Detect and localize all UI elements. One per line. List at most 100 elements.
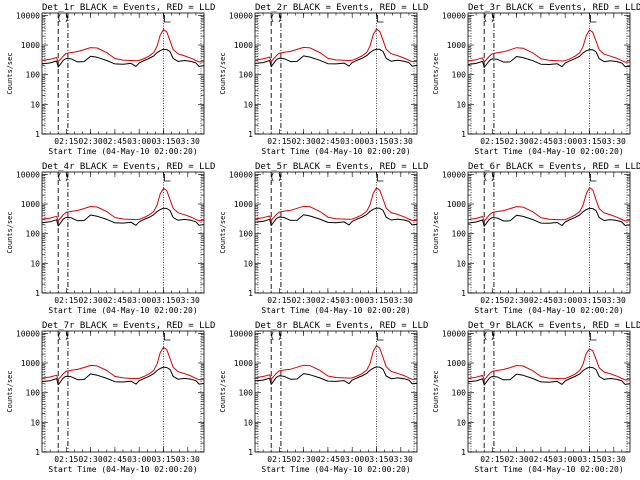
plot-frame bbox=[467, 171, 631, 294]
plot-frame bbox=[467, 12, 631, 135]
x-tick-label: 02:15 bbox=[267, 137, 291, 146]
panel-title: Det_3r BLACK = Events, RED = LLD bbox=[468, 3, 640, 13]
x-axis-label: Start Time (04-May-10 02:00:20) bbox=[261, 306, 410, 315]
y-tick-label: 10 bbox=[30, 100, 40, 109]
x-axis-label: Start Time (04-May-10 02:00:20) bbox=[261, 147, 410, 156]
plot-frame bbox=[254, 171, 418, 294]
y-tick-label: 1 bbox=[35, 448, 40, 457]
y-tick-label: 10 bbox=[30, 418, 40, 427]
plot-frame bbox=[41, 171, 205, 294]
x-tick-label: 02:30 bbox=[505, 296, 529, 305]
x-tick-label: 03:30 bbox=[389, 137, 413, 146]
panel-title: Det_5r BLACK = Events, RED = LLD bbox=[255, 162, 428, 172]
x-tick-label: 03:30 bbox=[602, 137, 626, 146]
y-axis-label: Counts/sec bbox=[219, 370, 227, 412]
x-tick-label: 03:15 bbox=[364, 296, 388, 305]
panel-title: Det_8r BLACK = Events, RED = LLD bbox=[255, 321, 428, 331]
flare-peak-marker bbox=[164, 174, 171, 182]
panel-title: Det_9r BLACK = Events, RED = LLD bbox=[468, 321, 640, 331]
x-tick-label: 02:45 bbox=[103, 455, 127, 464]
flare-peak-marker bbox=[377, 333, 384, 341]
x-tick-label: 03:00 bbox=[553, 137, 577, 146]
interval-bracket-marker bbox=[58, 172, 68, 182]
y-tick-label: 100 bbox=[452, 230, 467, 239]
y-tick-label: 100 bbox=[239, 71, 254, 80]
y-tick-label: 10000 bbox=[229, 170, 253, 179]
x-tick-label: 02:15 bbox=[267, 296, 291, 305]
x-tick-label: 03:00 bbox=[127, 296, 151, 305]
flare-peak-marker bbox=[377, 15, 384, 23]
x-tick-label: 03:30 bbox=[176, 137, 200, 146]
y-tick-label: 100 bbox=[239, 389, 254, 398]
series-line-events bbox=[41, 207, 205, 227]
x-tick-label: 03:15 bbox=[364, 455, 388, 464]
y-tick-label: 100 bbox=[239, 230, 254, 239]
x-tick-label: 02:30 bbox=[292, 137, 316, 146]
x-tick-label: 03:15 bbox=[577, 455, 601, 464]
series-line-events bbox=[254, 366, 418, 385]
x-tick-label: 02:30 bbox=[292, 296, 316, 305]
plot-frame bbox=[41, 12, 205, 135]
series-line-lld bbox=[254, 28, 417, 63]
y-axis-label: Counts/sec bbox=[432, 211, 440, 253]
y-tick-label: 10000 bbox=[442, 170, 466, 179]
interval-bracket-marker bbox=[58, 331, 68, 341]
y-axis-label: Counts/sec bbox=[6, 370, 14, 412]
series-line-events bbox=[254, 48, 418, 68]
y-tick-label: 10000 bbox=[229, 329, 253, 338]
interval-bracket-marker bbox=[484, 172, 494, 182]
flare-peak-marker bbox=[590, 333, 597, 341]
y-tick-label: 1 bbox=[248, 448, 253, 457]
series-line-lld bbox=[467, 29, 630, 63]
x-tick-label: 03:15 bbox=[577, 296, 601, 305]
panel-title: Det_6r BLACK = Events, RED = LLD bbox=[468, 162, 640, 172]
x-tick-label: 02:45 bbox=[103, 296, 127, 305]
y-axis-label: Counts/sec bbox=[432, 370, 440, 412]
series-line-lld bbox=[467, 348, 630, 381]
x-tick-label: 02:30 bbox=[79, 455, 103, 464]
y-tick-label: 10 bbox=[30, 259, 40, 268]
x-tick-label: 02:30 bbox=[79, 296, 103, 305]
flare-peak-marker bbox=[164, 333, 171, 341]
y-tick-label: 1000 bbox=[21, 200, 40, 209]
x-tick-label: 03:30 bbox=[176, 296, 200, 305]
series-line-lld bbox=[41, 346, 204, 381]
x-tick-label: 03:15 bbox=[364, 137, 388, 146]
series-line-events bbox=[467, 366, 631, 386]
interval-bracket-marker bbox=[484, 13, 494, 23]
series-line-lld bbox=[254, 345, 417, 380]
x-tick-label: 02:30 bbox=[505, 137, 529, 146]
y-tick-label: 10000 bbox=[16, 329, 40, 338]
x-tick-label: 03:00 bbox=[340, 296, 364, 305]
series-line-events bbox=[467, 49, 631, 68]
x-tick-label: 03:15 bbox=[577, 137, 601, 146]
plot-frame bbox=[41, 330, 205, 453]
interval-bracket-marker bbox=[271, 13, 281, 23]
x-tick-label: 03:30 bbox=[389, 455, 413, 464]
x-tick-label: 03:30 bbox=[176, 455, 200, 464]
x-tick-label: 03:15 bbox=[151, 455, 175, 464]
x-tick-label: 03:00 bbox=[340, 137, 364, 146]
x-tick-label: 02:45 bbox=[103, 137, 127, 146]
x-tick-label: 02:45 bbox=[529, 137, 553, 146]
y-tick-label: 1000 bbox=[447, 200, 466, 209]
x-tick-label: 02:30 bbox=[292, 455, 316, 464]
panel-det-8: Det_8r BLACK = Events, RED = LLD 1 10 100 10… bbox=[219, 321, 428, 474]
x-axis-label: Start Time (04-May-10 02:00:20) bbox=[48, 306, 197, 315]
x-axis-label: Start Time (04-May-10 02:00:20) bbox=[474, 306, 623, 315]
y-axis-label: Counts/sec bbox=[219, 211, 227, 253]
x-tick-label: 02:15 bbox=[480, 455, 504, 464]
panel-det-7: Det_7r BLACK = Events, RED = LLD 1 10 100 10… bbox=[6, 321, 215, 474]
x-tick-label: 03:00 bbox=[340, 455, 364, 464]
x-tick-label: 03:15 bbox=[151, 296, 175, 305]
y-tick-label: 10 bbox=[243, 418, 253, 427]
x-tick-label: 02:15 bbox=[480, 137, 504, 146]
y-tick-label: 1 bbox=[461, 130, 466, 139]
x-tick-label: 03:30 bbox=[602, 455, 626, 464]
panel-det-6: Det_6r BLACK = Events, RED = LLD 1 10 100 10… bbox=[432, 162, 640, 315]
x-tick-label: 02:15 bbox=[54, 137, 78, 146]
y-tick-label: 10 bbox=[243, 100, 253, 109]
x-tick-label: 02:45 bbox=[316, 455, 340, 464]
series-line-lld bbox=[467, 187, 630, 222]
